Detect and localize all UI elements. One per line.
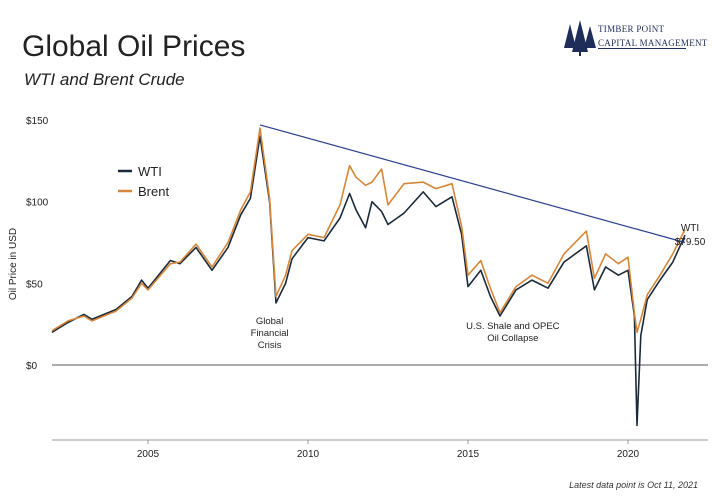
trend-line — [259, 124, 686, 244]
y-tick-label: $0 — [26, 361, 38, 372]
x-tick-label: 2015 — [457, 449, 480, 460]
company-logo — [560, 18, 710, 62]
page-title: Global Oil Prices — [22, 30, 246, 63]
annotation-text: U.S. Shale and OPEC — [466, 321, 560, 332]
y-axis-label: Oil Price in USD — [8, 228, 19, 300]
end-label-text: $79.50 — [675, 237, 706, 248]
x-tick-label: 2020 — [617, 449, 640, 460]
page-subtitle: WTI and Brent Crude — [24, 70, 185, 89]
x-tick-label: 2010 — [297, 449, 320, 460]
logo-line-1: Timber Point — [598, 24, 665, 34]
axes: $0 $50 $100 $150 2005 2010 2015 2020 Oil Price i… — [8, 116, 708, 460]
annotation-text: Oil Collapse — [487, 333, 538, 344]
series-line-brent — [51, 127, 686, 334]
legend-label-wti: WTI — [138, 164, 162, 179]
y-tick-label: $100 — [26, 198, 49, 209]
logo-text: Timber Point Capital Management — [598, 22, 708, 50]
annotation-text: Global — [256, 316, 283, 327]
pine-trees-icon — [564, 20, 596, 56]
legend-label-brent: Brent — [138, 184, 169, 199]
legend: WTI Brent — [118, 164, 169, 199]
x-tick-label: 2005 — [137, 449, 160, 460]
y-tick-label: $150 — [26, 116, 49, 127]
footnote: Latest data point is Oct 11, 2021 — [569, 480, 698, 490]
end-label-text: WTI — [681, 223, 699, 234]
y-tick-label: $50 — [26, 279, 43, 290]
annotation-text: Crisis — [258, 340, 282, 351]
logo-rule — [598, 48, 686, 49]
annotation-text: Financial — [251, 328, 289, 339]
series-line-wti — [51, 135, 686, 427]
series-layer — [51, 124, 686, 427]
logo-line-2: Capital Management — [598, 38, 708, 48]
